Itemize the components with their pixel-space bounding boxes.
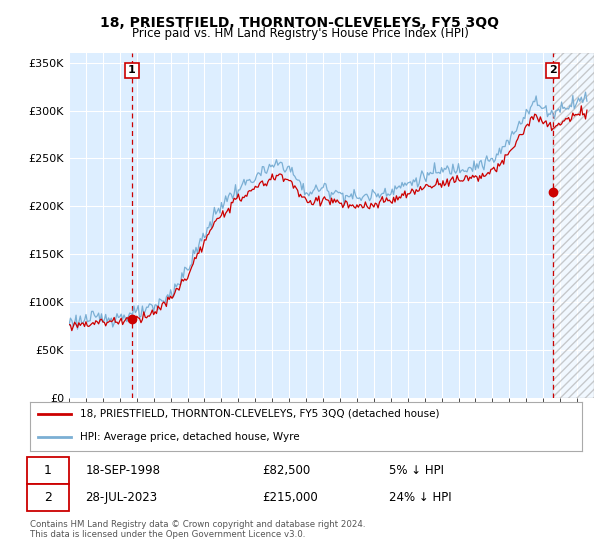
Text: 2: 2 [44, 491, 52, 504]
Text: Contains HM Land Registry data © Crown copyright and database right 2024.
This d: Contains HM Land Registry data © Crown c… [30, 520, 365, 539]
FancyBboxPatch shape [27, 484, 68, 511]
Text: 24% ↓ HPI: 24% ↓ HPI [389, 491, 451, 504]
Text: Price paid vs. HM Land Registry's House Price Index (HPI): Price paid vs. HM Land Registry's House … [131, 27, 469, 40]
Text: HPI: Average price, detached house, Wyre: HPI: Average price, detached house, Wyre [80, 432, 299, 442]
Text: £215,000: £215,000 [262, 491, 317, 504]
FancyBboxPatch shape [27, 456, 68, 484]
Text: 18-SEP-1998: 18-SEP-1998 [85, 464, 160, 477]
Text: 2: 2 [549, 66, 557, 76]
Text: 1: 1 [44, 464, 52, 477]
Text: 18, PRIESTFIELD, THORNTON-CLEVELEYS, FY5 3QQ (detached house): 18, PRIESTFIELD, THORNTON-CLEVELEYS, FY5… [80, 409, 439, 419]
Text: £82,500: £82,500 [262, 464, 310, 477]
Text: 5% ↓ HPI: 5% ↓ HPI [389, 464, 444, 477]
Bar [553, 53, 594, 398]
Text: 18, PRIESTFIELD, THORNTON-CLEVELEYS, FY5 3QQ: 18, PRIESTFIELD, THORNTON-CLEVELEYS, FY5… [101, 16, 499, 30]
Text: 1: 1 [128, 66, 136, 76]
Text: 28-JUL-2023: 28-JUL-2023 [85, 491, 157, 504]
